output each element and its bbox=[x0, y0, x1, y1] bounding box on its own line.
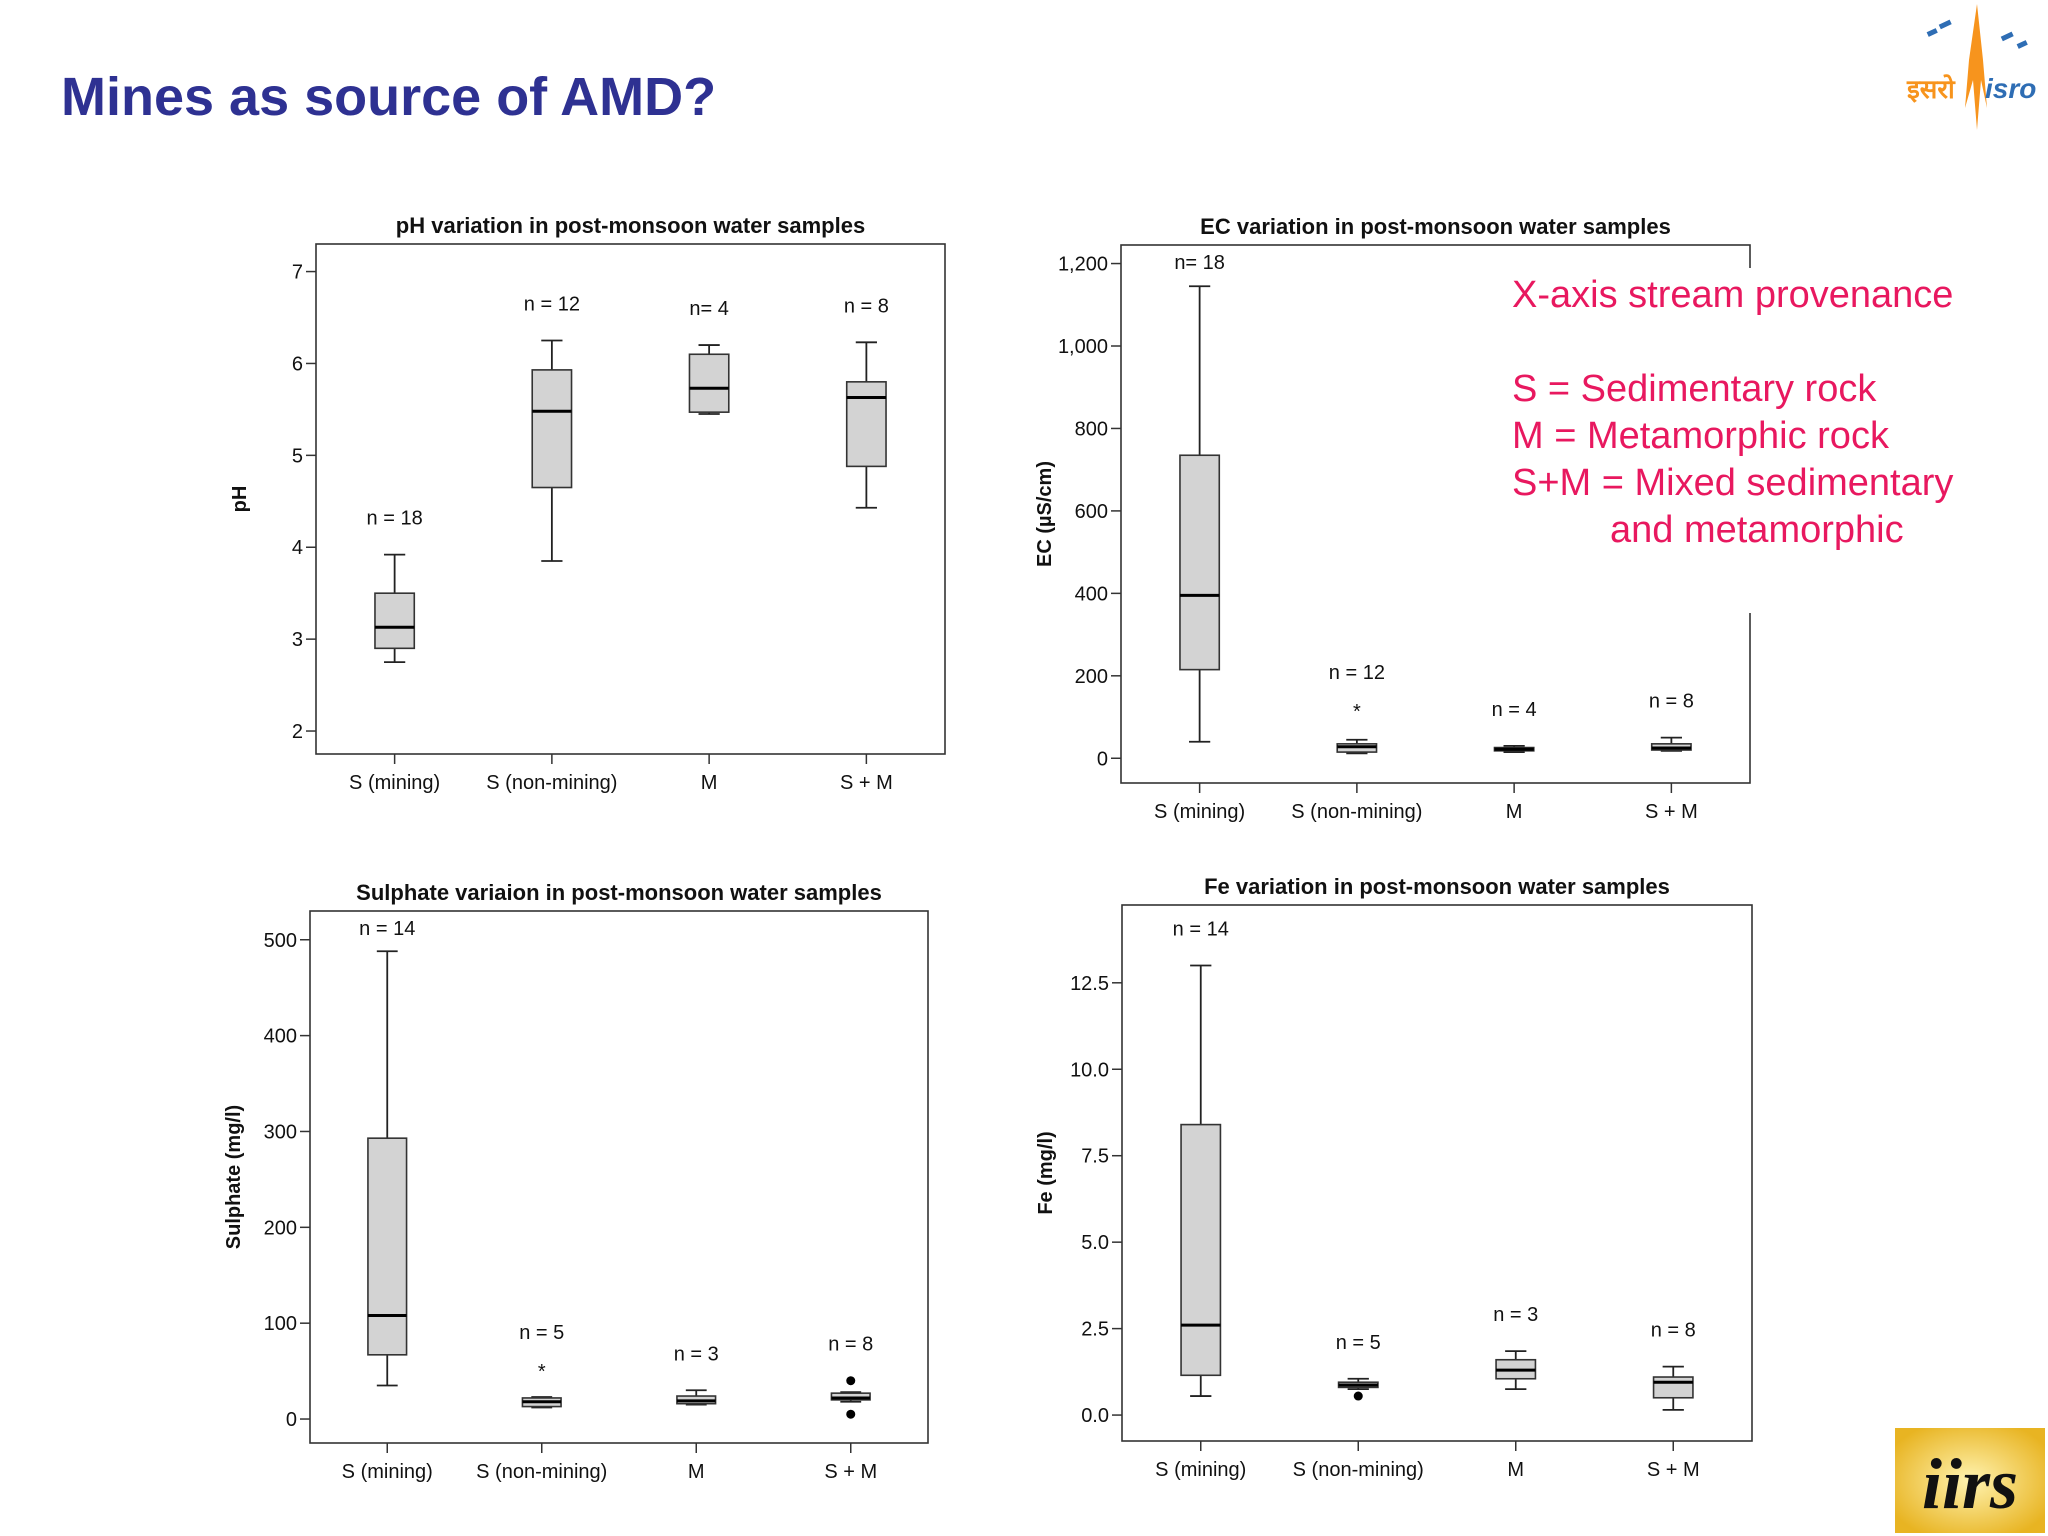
box-iqr bbox=[688, 353, 730, 413]
sample-count-label: n = 3 bbox=[1493, 1304, 1538, 1326]
provenance-legend-note: X-axis stream provenance S = Sedimentary… bbox=[1500, 268, 2000, 613]
isro-logo-hindi-text: इसरो bbox=[1906, 74, 1956, 104]
x-tick-label: S (mining) bbox=[1155, 1459, 1246, 1481]
y-tick-label: 7.5 bbox=[1081, 1146, 1109, 1168]
y-axis-label: Fe (mg/l) bbox=[1035, 1131, 1057, 1214]
y-tick-label: 3 bbox=[292, 629, 303, 651]
y-tick-label: 600 bbox=[1075, 501, 1108, 523]
legend-note-line: S+M = Mixed sedimentary bbox=[1512, 462, 1954, 504]
y-tick-label: 12.5 bbox=[1070, 973, 1109, 995]
sample-count-label: n= 18 bbox=[1174, 252, 1225, 274]
y-tick-label: 200 bbox=[1075, 666, 1108, 688]
sample-count-label: n = 3 bbox=[674, 1343, 719, 1365]
y-tick-label: 0 bbox=[286, 1409, 297, 1431]
y-tick-label: 7 bbox=[292, 262, 303, 284]
chart-title: pH variation in post-monsoon water sampl… bbox=[396, 213, 865, 238]
box-iqr bbox=[374, 592, 416, 650]
y-axis-label: EC (µS/cm) bbox=[1034, 461, 1056, 567]
y-tick-label: 0.0 bbox=[1081, 1405, 1109, 1427]
x-tick-label: M bbox=[1507, 1459, 1524, 1481]
y-tick-label: 2.5 bbox=[1081, 1319, 1109, 1341]
x-tick-label: S + M bbox=[824, 1461, 877, 1483]
box-iqr bbox=[1652, 1376, 1694, 1399]
outlier-point bbox=[846, 1376, 856, 1386]
box-iqr bbox=[845, 381, 887, 468]
y-tick-label: 400 bbox=[264, 1026, 297, 1048]
isro-logo-latin-text: isro bbox=[1985, 73, 2036, 104]
chart-title: EC variation in post-monsoon water sampl… bbox=[1200, 214, 1671, 239]
box-iqr bbox=[531, 369, 573, 489]
extreme-outlier-point: * bbox=[1353, 701, 1361, 723]
box-iqr bbox=[1179, 454, 1221, 671]
x-tick-label: M bbox=[1506, 801, 1523, 823]
y-tick-label: 4 bbox=[292, 537, 303, 559]
y-tick-label: 500 bbox=[264, 930, 297, 952]
y-tick-label: 800 bbox=[1075, 418, 1108, 440]
x-tick-label: S (mining) bbox=[349, 772, 440, 794]
sample-count-label: n = 8 bbox=[1649, 691, 1694, 713]
legend-note-line: X-axis stream provenance bbox=[1512, 274, 1954, 316]
y-tick-label: 400 bbox=[1075, 583, 1108, 605]
extreme-outlier-point: * bbox=[538, 1361, 546, 1383]
x-tick-label: S + M bbox=[1647, 1459, 1700, 1481]
y-tick-label: 100 bbox=[264, 1313, 297, 1335]
chart-title: Sulphate variaion in post-monsoon water … bbox=[356, 880, 882, 905]
y-tick-label: 200 bbox=[264, 1217, 297, 1239]
plot-frame bbox=[315, 243, 946, 755]
box-iqr bbox=[367, 1137, 408, 1356]
y-axis-label: pH bbox=[229, 486, 251, 513]
x-tick-label: S (non-mining) bbox=[476, 1461, 607, 1483]
legend-note-line: M = Metamorphic rock bbox=[1512, 415, 1889, 457]
y-tick-label: 0 bbox=[1097, 748, 1108, 770]
outlier-point bbox=[1353, 1391, 1363, 1401]
sample-count-label: n = 8 bbox=[844, 295, 889, 317]
sample-count-label: n = 12 bbox=[1329, 662, 1385, 684]
isro-logo: इसरो isro bbox=[1906, 4, 2036, 130]
y-tick-label: 1,200 bbox=[1058, 254, 1108, 276]
y-tick-label: 300 bbox=[264, 1121, 297, 1143]
sample-count-label: n = 5 bbox=[1336, 1332, 1381, 1354]
chart-title: Fe variation in post-monsoon water sampl… bbox=[1204, 874, 1670, 899]
slide-title: Mines as source of AMD? bbox=[61, 67, 717, 127]
sample-count-label: n = 8 bbox=[828, 1334, 873, 1356]
x-tick-label: S (mining) bbox=[342, 1461, 433, 1483]
sample-count-label: n = 8 bbox=[1651, 1320, 1696, 1342]
x-tick-label: S (mining) bbox=[1154, 801, 1245, 823]
sample-count-label: n = 5 bbox=[519, 1322, 564, 1344]
x-tick-label: S (non-mining) bbox=[1291, 801, 1422, 823]
sample-count-label: n = 14 bbox=[359, 918, 415, 940]
x-tick-label: S + M bbox=[1645, 801, 1698, 823]
x-tick-label: S (non-mining) bbox=[1293, 1459, 1424, 1481]
plot-frame bbox=[309, 910, 929, 1444]
x-tick-label: S + M bbox=[840, 772, 893, 794]
y-tick-label: 2 bbox=[292, 721, 303, 743]
sample-count-label: n = 18 bbox=[367, 508, 423, 530]
y-tick-label: 5 bbox=[292, 445, 303, 467]
y-tick-label: 6 bbox=[292, 353, 303, 375]
legend-note-line: S = Sedimentary rock bbox=[1512, 368, 1877, 410]
y-tick-label: 1,000 bbox=[1058, 336, 1108, 358]
y-axis-label: Sulphate (mg/l) bbox=[223, 1105, 245, 1249]
iirs-logo: iirs bbox=[1895, 1428, 2045, 1533]
box-iqr bbox=[1180, 1123, 1222, 1377]
isro-rocket-icon bbox=[1926, 4, 2028, 130]
y-tick-label: 10.0 bbox=[1070, 1059, 1109, 1081]
sample-count-label: n = 12 bbox=[524, 293, 580, 315]
sample-count-label: n = 4 bbox=[1492, 699, 1537, 721]
x-tick-label: M bbox=[701, 772, 718, 794]
outlier-point bbox=[846, 1409, 856, 1419]
x-tick-label: M bbox=[688, 1461, 705, 1483]
legend-note-line: and metamorphic bbox=[1610, 509, 1904, 551]
iirs-logo-text: iirs bbox=[1922, 1444, 2018, 1524]
sample-count-label: n= 4 bbox=[689, 298, 728, 320]
sample-count-label: n = 14 bbox=[1173, 919, 1229, 941]
x-tick-label: S (non-mining) bbox=[486, 772, 617, 794]
y-tick-label: 5.0 bbox=[1081, 1232, 1109, 1254]
plot-frame bbox=[1121, 904, 1753, 1442]
